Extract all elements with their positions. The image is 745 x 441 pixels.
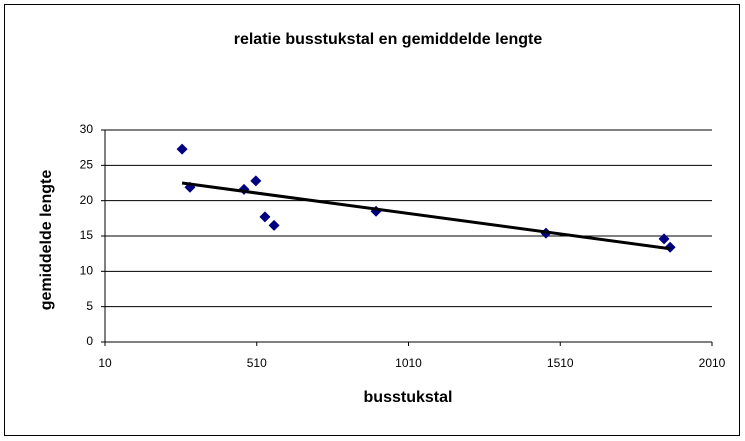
scatter-point: [250, 175, 262, 187]
x-tick-label: 10: [98, 356, 112, 370]
scatter-point: [268, 219, 280, 231]
y-tick-label: 30: [80, 122, 94, 136]
y-tick-label: 15: [80, 228, 94, 242]
scatter-point: [176, 143, 188, 155]
y-tick-label: 10: [80, 264, 94, 278]
scatter-point: [658, 233, 670, 245]
y-tick-label: 20: [80, 193, 94, 207]
y-tick-label: 0: [86, 334, 93, 348]
chart-title: relatie busstukstal en gemiddelde lengte: [234, 31, 543, 48]
y-tick-label: 25: [80, 158, 94, 172]
trendline: [181, 181, 671, 251]
chart-border: [4, 4, 740, 436]
y-tick-label: 5: [86, 299, 93, 313]
y-axis-title: gemiddelde lengte: [38, 170, 55, 311]
scatter-point: [259, 211, 271, 223]
x-tick-label: 1510: [547, 356, 574, 370]
x-axis-title: busstukstal: [364, 389, 453, 406]
x-tick-label: 510: [247, 356, 267, 370]
x-tick-label: 2010: [699, 356, 726, 370]
x-tick-label: 1010: [395, 356, 422, 370]
